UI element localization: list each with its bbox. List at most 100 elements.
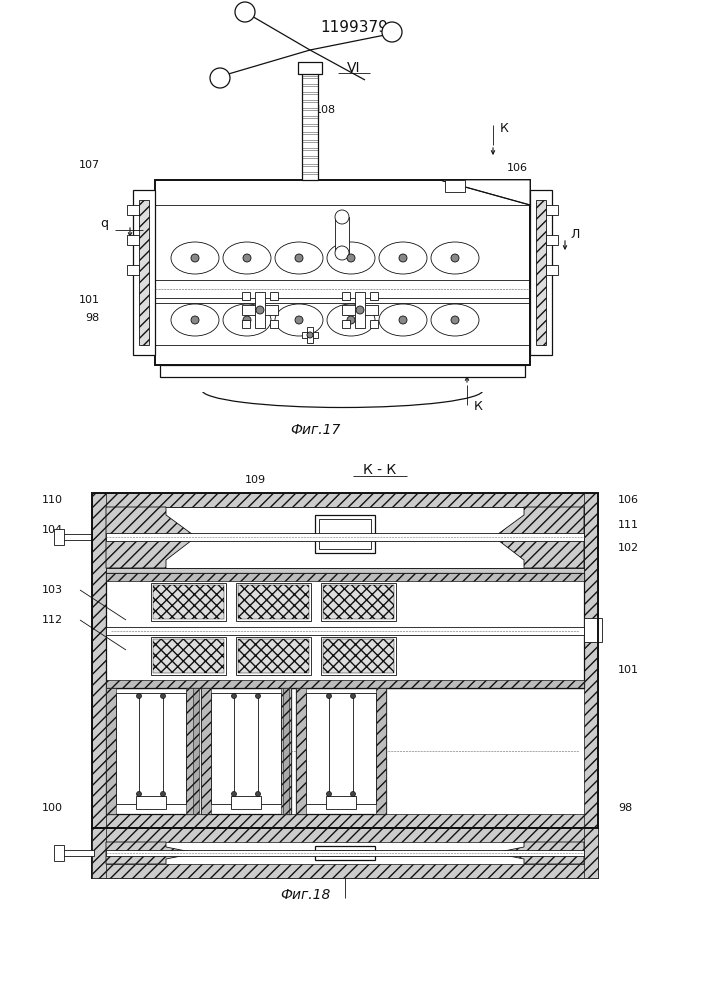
Bar <box>211 693 281 804</box>
Text: 102: 102 <box>618 543 639 553</box>
Ellipse shape <box>275 304 323 336</box>
Bar <box>236 637 311 675</box>
Text: 107: 107 <box>79 160 100 170</box>
Text: Л: Л <box>570 229 579 241</box>
Circle shape <box>256 306 264 314</box>
Bar <box>151 583 226 621</box>
Bar <box>296 688 386 814</box>
Bar <box>106 688 196 814</box>
Circle shape <box>210 68 230 88</box>
Bar <box>106 680 584 688</box>
Bar <box>106 573 584 688</box>
Bar <box>92 864 598 878</box>
Bar <box>546 235 558 245</box>
Bar <box>296 688 306 814</box>
Bar <box>584 828 598 878</box>
Bar <box>302 158 318 164</box>
Circle shape <box>136 694 141 698</box>
Bar <box>201 688 211 814</box>
Bar <box>106 627 584 635</box>
Bar <box>306 693 376 804</box>
Circle shape <box>335 246 349 260</box>
Bar <box>106 573 584 581</box>
Text: 1199379: 1199379 <box>320 20 388 35</box>
Bar <box>136 796 166 809</box>
Bar <box>127 235 139 245</box>
Circle shape <box>255 792 260 796</box>
Bar <box>106 568 584 573</box>
Ellipse shape <box>171 304 219 336</box>
Bar <box>62 534 92 540</box>
Bar <box>335 217 349 253</box>
Circle shape <box>295 254 303 262</box>
Bar <box>584 493 598 828</box>
Polygon shape <box>106 842 196 864</box>
Ellipse shape <box>171 242 219 274</box>
Text: К - К: К - К <box>363 463 397 477</box>
Bar <box>342 305 378 315</box>
Text: 104: 104 <box>42 525 63 535</box>
Bar <box>186 688 196 814</box>
Bar <box>242 292 250 300</box>
Bar <box>302 102 318 108</box>
Circle shape <box>191 316 199 324</box>
Bar <box>242 305 278 315</box>
Circle shape <box>351 694 356 698</box>
Ellipse shape <box>379 304 427 336</box>
Circle shape <box>347 316 355 324</box>
Bar <box>302 70 318 180</box>
Circle shape <box>243 316 251 324</box>
Text: 101: 101 <box>618 665 639 675</box>
Bar <box>238 585 309 619</box>
Bar <box>238 639 309 673</box>
Ellipse shape <box>202 372 483 408</box>
Bar <box>270 292 278 300</box>
Ellipse shape <box>223 304 271 336</box>
Bar <box>370 320 378 328</box>
Bar <box>319 519 371 549</box>
Bar <box>92 493 598 828</box>
Text: Фиг.17: Фиг.17 <box>290 423 340 437</box>
Bar <box>127 265 139 275</box>
Polygon shape <box>440 180 530 205</box>
Text: 105: 105 <box>507 180 528 190</box>
Bar <box>376 688 386 814</box>
Circle shape <box>335 210 349 224</box>
Bar <box>153 585 224 619</box>
Polygon shape <box>106 507 196 568</box>
Bar <box>155 180 530 365</box>
Circle shape <box>255 694 260 698</box>
Bar <box>153 639 224 673</box>
Bar <box>116 693 186 804</box>
Bar <box>584 618 602 642</box>
Bar <box>321 850 369 856</box>
Bar <box>302 110 318 116</box>
Bar <box>270 320 278 328</box>
Text: 101: 101 <box>79 295 100 305</box>
Bar <box>302 78 318 84</box>
Circle shape <box>451 316 459 324</box>
Circle shape <box>356 306 364 314</box>
Text: 106: 106 <box>618 495 639 505</box>
Bar <box>139 200 149 345</box>
Bar <box>298 62 322 74</box>
Polygon shape <box>494 507 584 568</box>
Text: 111: 111 <box>618 520 639 530</box>
Bar <box>105 360 580 392</box>
Bar <box>546 205 558 215</box>
Circle shape <box>307 332 313 338</box>
Bar <box>302 94 318 100</box>
Circle shape <box>231 694 237 698</box>
Text: 100: 100 <box>42 803 63 813</box>
Ellipse shape <box>379 242 427 274</box>
Bar <box>302 150 318 156</box>
Bar <box>92 814 598 828</box>
Circle shape <box>160 792 165 796</box>
Bar <box>54 529 64 545</box>
Text: 108: 108 <box>315 105 336 115</box>
Bar <box>307 327 313 343</box>
Circle shape <box>243 254 251 262</box>
Circle shape <box>451 254 459 262</box>
Text: 109: 109 <box>245 475 266 485</box>
Polygon shape <box>494 842 584 864</box>
